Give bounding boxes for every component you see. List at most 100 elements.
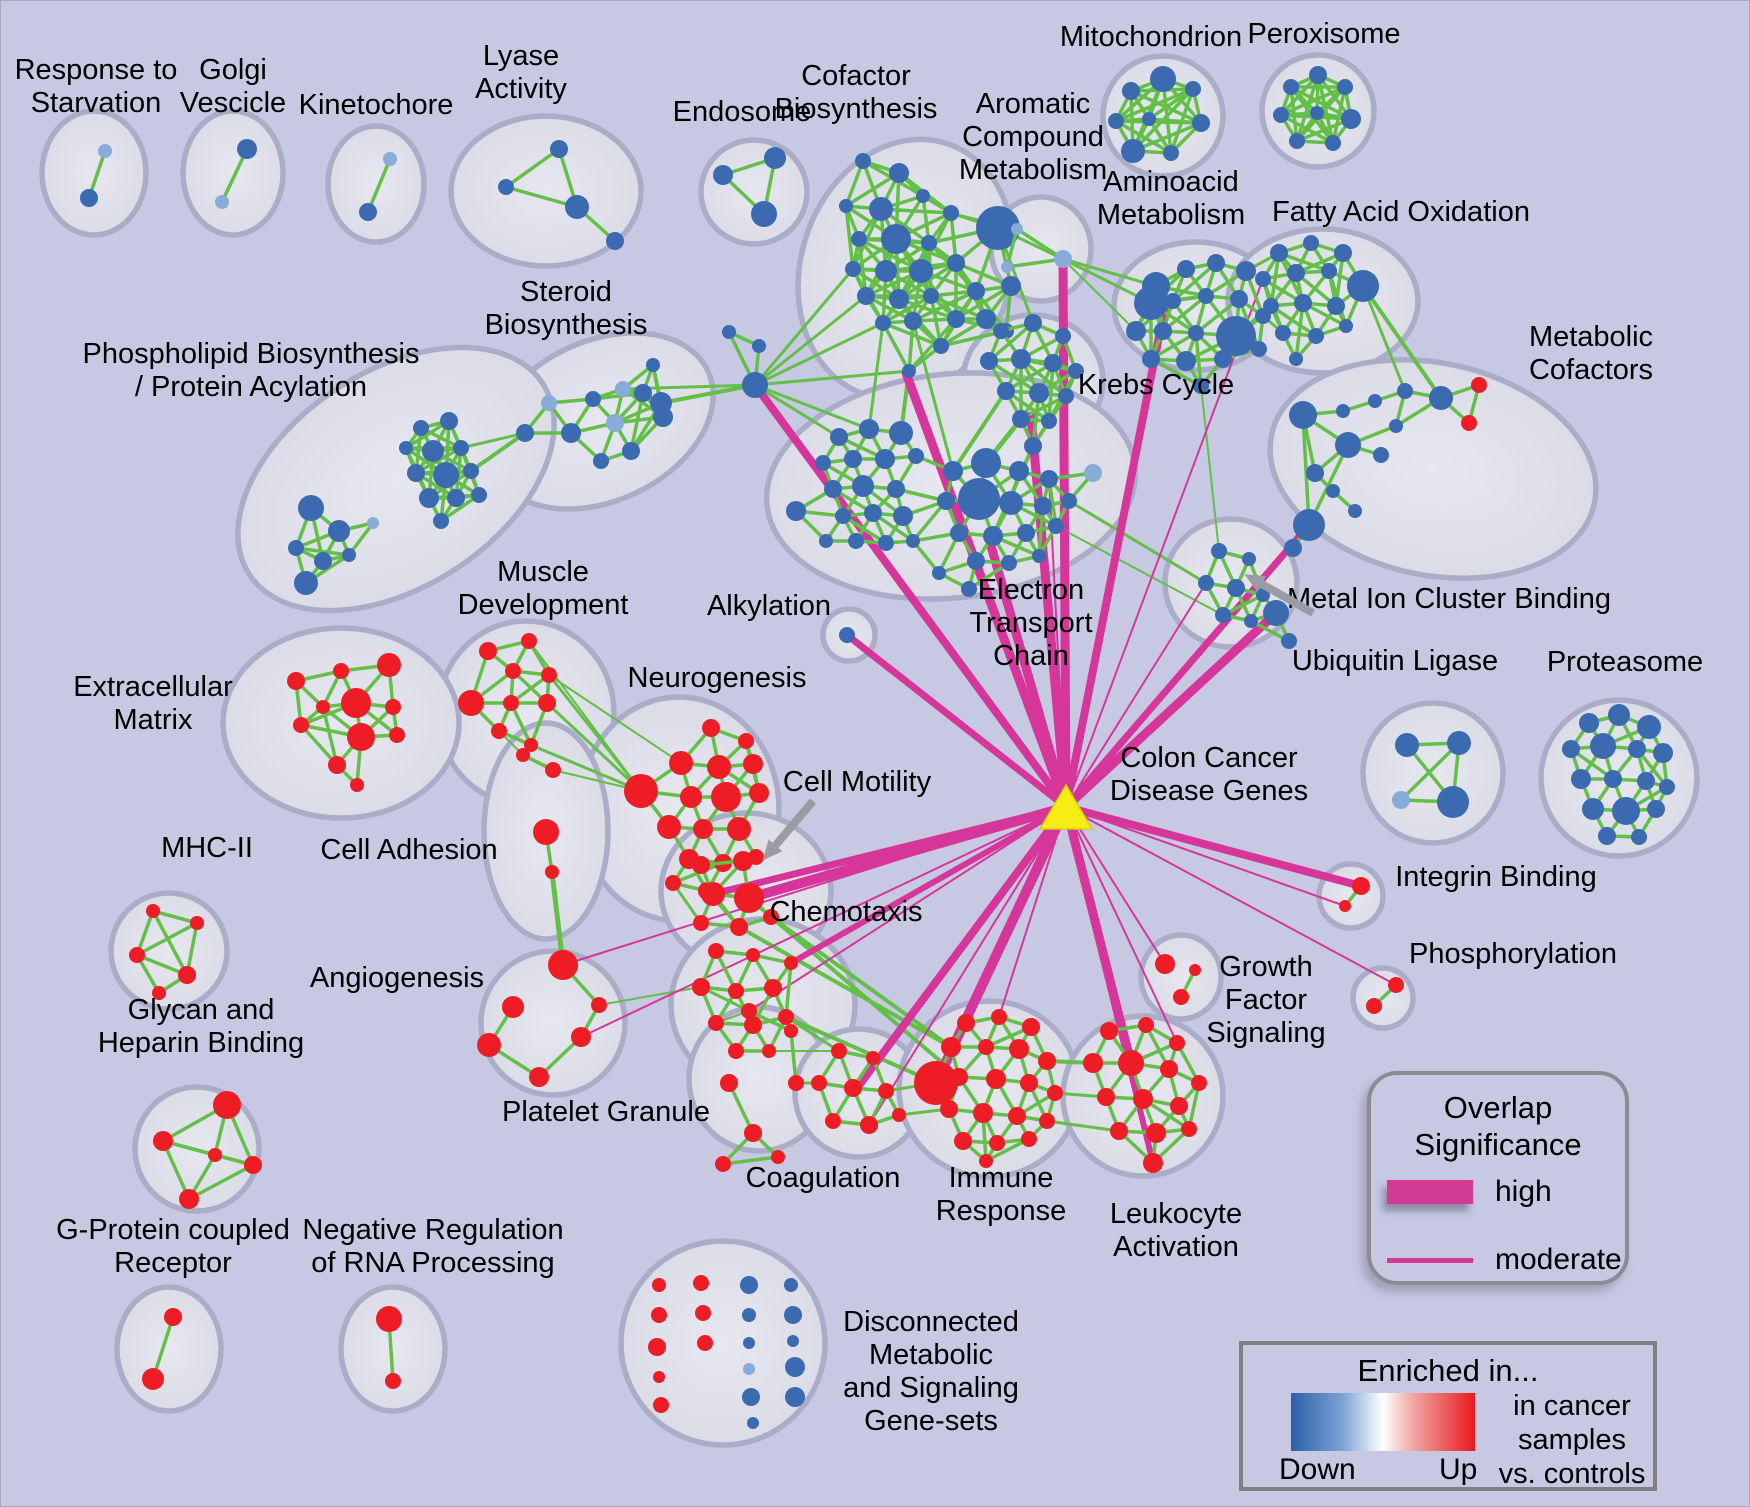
node-steroid-biosynthesis-down xyxy=(606,414,624,432)
node-phospholipid-acylation-down xyxy=(328,520,350,542)
node-platelet-granule-up xyxy=(744,1124,762,1142)
node-extracellular-matrix-up xyxy=(385,699,401,715)
node-growth-factor-signaling-up xyxy=(1189,964,1201,976)
inter-cluster-edge xyxy=(769,915,953,1049)
node-extracellular-matrix-up xyxy=(389,727,405,743)
node-fatty-acid-oxidation-down xyxy=(1308,328,1324,344)
node-muscle-development-up xyxy=(538,694,556,712)
node-cofactor-biosynthesis-down xyxy=(857,287,875,305)
overlap-spoke-high xyxy=(1058,254,1071,812)
node-coagulation-up xyxy=(831,1043,847,1059)
node-chemotaxis-up xyxy=(746,948,760,962)
inter-cluster-edge xyxy=(671,881,703,925)
cluster-ellipse-ubiquitin-ligase xyxy=(1360,700,1506,846)
node-disconnected-genesets-up xyxy=(693,1275,709,1291)
node-neurogenesis-up xyxy=(743,754,763,774)
node-krebs-cycle-down xyxy=(980,352,998,370)
node-extracellular-matrix-up xyxy=(341,688,371,718)
node-cofactor-biosynthesis-down xyxy=(921,235,937,251)
inter-cluster-edge xyxy=(911,319,955,473)
label-cell-adhesion: Cell Adhesion xyxy=(320,834,497,866)
node-electron-transport-down xyxy=(971,448,1001,478)
node-extracellular-matrix-up xyxy=(287,672,305,690)
label-lyase-activity: Lyase xyxy=(483,40,559,72)
node-chemotaxis-up xyxy=(708,1015,724,1031)
edge-aromatic-compound xyxy=(1005,227,1019,269)
node-fatty-acid-oxidation-down xyxy=(1339,319,1353,333)
node-immune-response-up xyxy=(1009,1039,1029,1059)
node-krebs-cycle-down xyxy=(997,382,1015,400)
node-cell-motility-up xyxy=(733,851,753,871)
node-aminoacid-metabolism-down xyxy=(1216,316,1256,356)
label-response-starvation: Response to xyxy=(15,54,178,86)
node-aminoacid-metabolism-down xyxy=(1177,260,1195,278)
node-immune-response-up xyxy=(1047,1085,1063,1101)
node-neurogenesis-up xyxy=(665,875,681,891)
node-response-starvation-down xyxy=(80,189,98,207)
overlap-spoke-high xyxy=(1061,608,1281,812)
node-proteasome-down xyxy=(1608,704,1630,726)
overlap-spoke-moderate xyxy=(1065,582,1207,808)
node-coagulation-up xyxy=(878,1083,894,1099)
cluster-ellipse-endosome xyxy=(698,137,810,247)
node-metabolic-cofactors-down xyxy=(1335,432,1361,458)
node-neg-reg-rna-up xyxy=(376,1306,402,1332)
label-leukocyte-activation: Activation xyxy=(1113,1231,1239,1263)
node-electron-transport-down xyxy=(1040,470,1058,488)
node-glycan-heparin-up xyxy=(179,1189,199,1209)
node-cell-motility-up xyxy=(763,909,779,925)
label-aromatic-compound: Metabolism xyxy=(959,154,1107,186)
node-kinetochore-down xyxy=(383,152,397,166)
label-muscle-development: Development xyxy=(458,589,629,621)
node-endosome-down xyxy=(751,201,777,227)
node-electron-transport-down xyxy=(786,501,806,521)
label-disconnected-genesets: and Signaling xyxy=(843,1372,1019,1404)
node-fatty-acid-oxidation-down xyxy=(1294,294,1312,312)
inter-cluster-edge xyxy=(753,383,841,439)
node-phosphorylation-up xyxy=(1388,977,1404,993)
node-muscle-development-up xyxy=(541,667,557,683)
node-coagulation-up xyxy=(866,1051,880,1065)
node-proteasome-down xyxy=(1653,743,1673,763)
node-electron-transport-down xyxy=(893,506,913,526)
node-aminoacid-metabolism-down xyxy=(1198,288,1214,304)
inter-cluster-edge xyxy=(545,701,643,793)
node-metabolic-cofactors-up xyxy=(1471,377,1487,393)
node-mitochondrion-down xyxy=(1163,145,1179,161)
node-disconnected-genesets-down xyxy=(747,1417,759,1429)
node-cofactor-biosynthesis-down xyxy=(923,288,939,304)
node-mitochondrion-down xyxy=(1142,112,1156,126)
cell-motility-arrow xyxy=(765,798,817,856)
node-immune-response-up xyxy=(991,1009,1007,1025)
node-electron-transport-down xyxy=(950,524,968,542)
node-krebs-cycle-down xyxy=(1012,410,1030,428)
node-extracellular-matrix-up xyxy=(328,756,346,774)
label-platelet-granule: Platelet Granule xyxy=(502,1096,710,1128)
edge-krebs-cycle xyxy=(987,321,1035,363)
node-aminoacid-metabolism-down xyxy=(1142,350,1160,368)
node-glycan-heparin-up xyxy=(208,1148,222,1162)
node-extracellular-matrix-up xyxy=(377,653,401,677)
node-aminoacid-metabolism-down xyxy=(1230,290,1248,308)
node-cofactor-biosynthesis-down xyxy=(851,231,867,247)
node-aminoacid-metabolism-down xyxy=(1176,351,1196,371)
node-krebs-cycle-down xyxy=(1044,354,1062,372)
node-electron-transport-down xyxy=(819,534,833,548)
edge-fatty-acid-oxidation xyxy=(1294,301,1305,361)
node-chemotaxis-up xyxy=(778,1009,794,1025)
node-immune-response-up xyxy=(950,1068,968,1086)
cluster-ellipse-lyase-activity xyxy=(448,113,644,269)
label-coagulation: Coagulation xyxy=(746,1162,901,1194)
metal-ion-arrow xyxy=(1251,575,1315,617)
node-cofactor-biosynthesis-down xyxy=(875,260,897,282)
node-aminoacid-metabolism-down xyxy=(1236,261,1256,281)
label-aminoacid-metabolism: Metabolism xyxy=(1097,199,1245,231)
node-metal-ion-cluster-down xyxy=(1244,614,1258,628)
overlap-spoke-high xyxy=(1026,411,1071,812)
node-cell-motility-up xyxy=(693,915,709,931)
edge-extracellular-matrix xyxy=(321,705,339,767)
node-chemotaxis-up xyxy=(784,956,798,970)
node-cell-motility-up xyxy=(692,856,710,874)
node-extracellular-matrix-up xyxy=(316,700,330,714)
node-aminoacid-metabolism-down xyxy=(1154,322,1172,340)
